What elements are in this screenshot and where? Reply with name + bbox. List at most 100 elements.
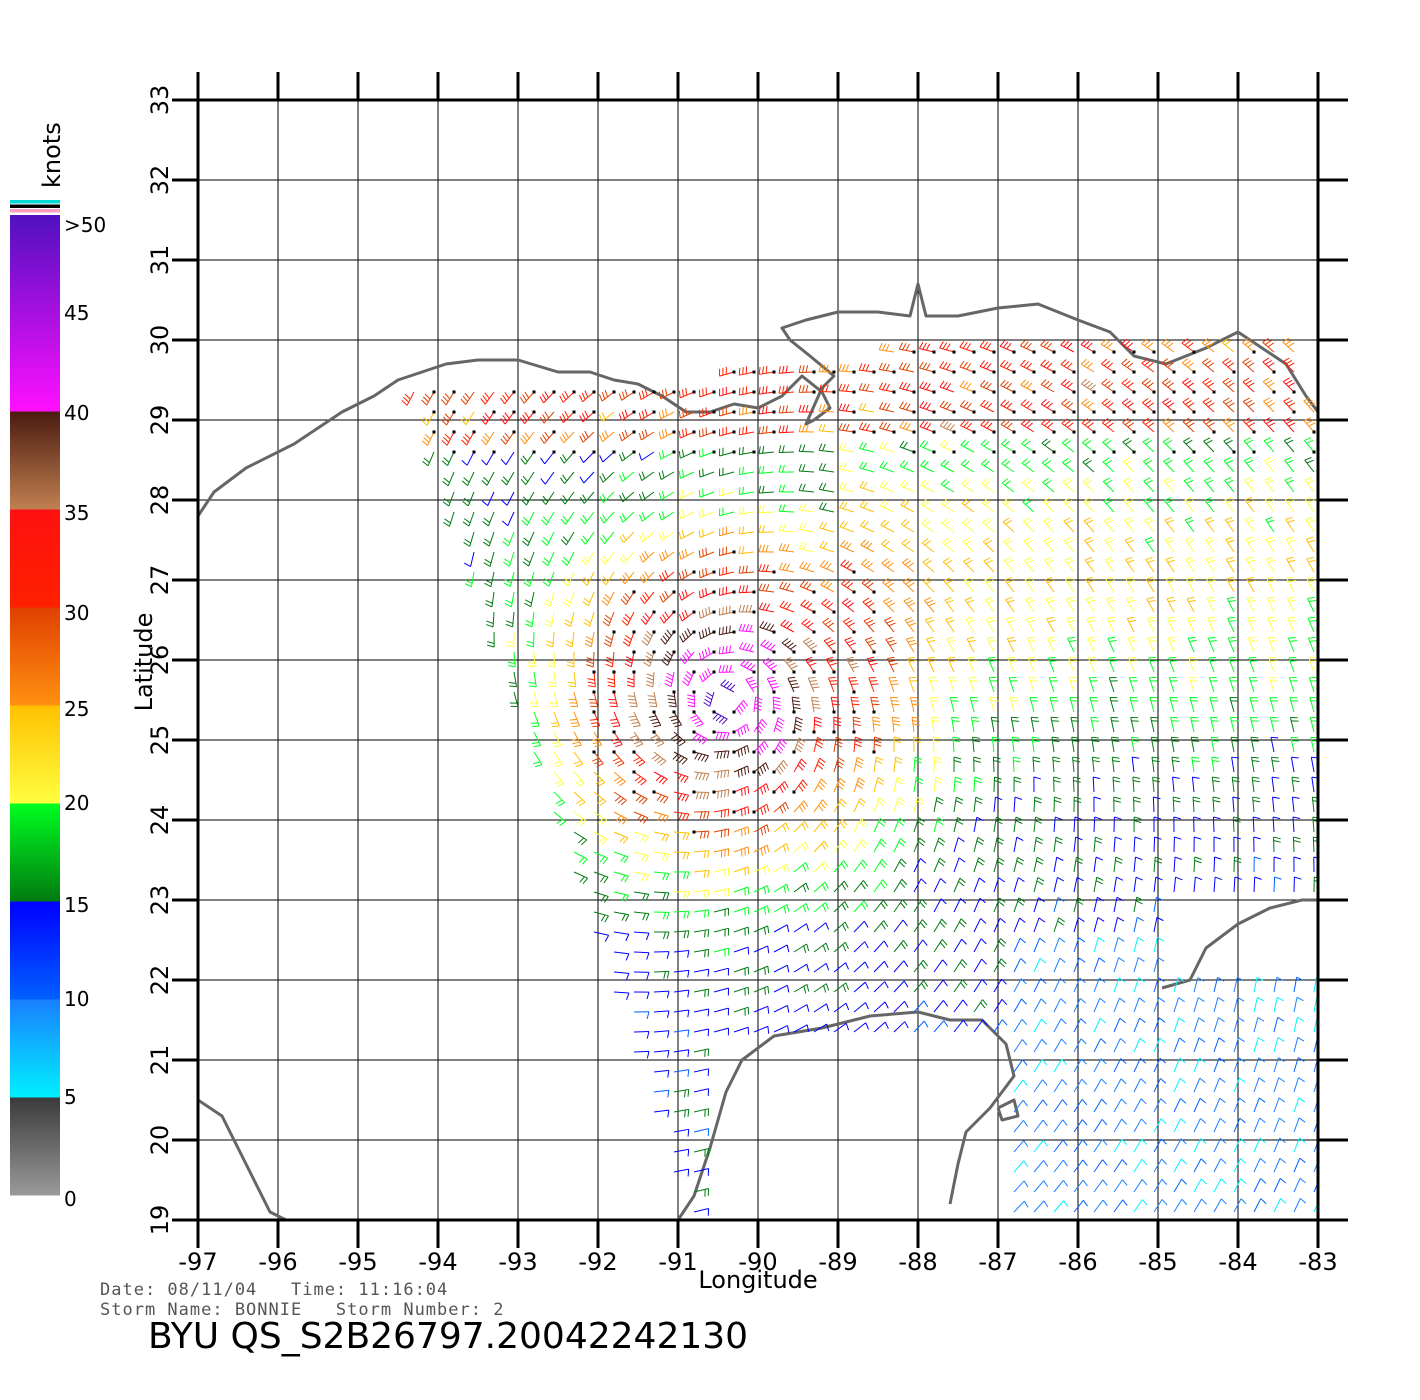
wind-barb [548, 671, 557, 688]
wind-barb [1153, 1178, 1168, 1193]
rain-flag-dot [772, 370, 776, 374]
wind-barb [1093, 1159, 1108, 1173]
wind-barb [1093, 836, 1103, 853]
wind-barb [1003, 557, 1015, 573]
wind-barb [1172, 776, 1180, 793]
rain-flag-dot [812, 590, 816, 594]
wind-barb [863, 617, 876, 633]
wind-barb [1033, 937, 1046, 953]
rain-flag-dot [552, 450, 556, 454]
wind-barb [959, 400, 976, 414]
wind-barb [1073, 1058, 1087, 1073]
wind-barb [673, 1029, 690, 1038]
wind-barb [853, 777, 866, 793]
wind-barb [603, 630, 616, 647]
wind-barb [825, 656, 837, 674]
wind-barb [873, 838, 887, 853]
wind-barb [678, 387, 696, 399]
wind-barb [713, 927, 730, 937]
wind-barb [1133, 1078, 1147, 1093]
rain-flag-dot [852, 650, 856, 654]
wind-barb [1148, 676, 1158, 693]
wind-barb [593, 771, 606, 787]
rain-flag-dot [512, 430, 516, 434]
wind-barb [559, 431, 575, 444]
wind-barb [1070, 716, 1079, 733]
x-tick-label: -87 [978, 1248, 1017, 1276]
wind-barb [1233, 1198, 1247, 1213]
rain-flag-dot [772, 690, 776, 694]
wind-barb [719, 467, 735, 477]
x-tick-label: -84 [1218, 1248, 1257, 1276]
rain-flag-dot [1052, 430, 1056, 434]
rain-flag-dot [652, 710, 656, 714]
wind-barb [738, 406, 756, 416]
wind-barb [988, 676, 998, 693]
wind-barb [1208, 676, 1218, 693]
wind-barb [993, 857, 1005, 873]
wind-barb [542, 551, 555, 567]
wind-barb [1082, 457, 1095, 473]
wind-barb [1231, 776, 1240, 793]
y-tick-label: 24 [146, 805, 174, 836]
rain-flag-dot [592, 410, 596, 414]
wind-barb [693, 1108, 710, 1117]
rain-flag-dot [652, 650, 656, 654]
wind-barb [858, 422, 876, 434]
wind-barb [989, 696, 999, 713]
wind-barb [1163, 457, 1175, 473]
wind-barb [952, 736, 961, 753]
wind-barb [853, 900, 869, 913]
wind-barb [1232, 816, 1241, 833]
wind-barb [673, 1088, 690, 1098]
wind-barb [1289, 697, 1299, 713]
wind-barb [953, 756, 962, 773]
y-tick-label: 30 [146, 325, 174, 356]
wind-barb [1245, 536, 1255, 553]
wind-barb [1033, 1200, 1049, 1213]
wind-barb [1053, 1099, 1068, 1113]
wind-barb [798, 424, 815, 433]
wind-barb [838, 462, 855, 473]
wind-barb [963, 577, 975, 593]
wind-barb [693, 909, 710, 918]
wind-barb [873, 879, 888, 893]
wind-barb [933, 1020, 949, 1033]
rain-flag-dot [652, 410, 656, 414]
wind-barb [1243, 457, 1255, 473]
wind-barb [1163, 497, 1175, 513]
wind-barb [1001, 458, 1015, 473]
wind-barb [1053, 1119, 1068, 1133]
wind-barb [879, 441, 895, 453]
wind-barb [658, 428, 676, 440]
x-tick-label: -97 [178, 1248, 217, 1276]
wind-barb [1202, 377, 1216, 394]
wind-barb [1125, 576, 1136, 593]
wind-barb [973, 938, 987, 953]
wind-barb [500, 390, 516, 405]
wind-barb [1213, 836, 1222, 853]
wind-barb [1062, 477, 1075, 493]
wind-barb [1102, 457, 1115, 473]
wind-barb [1092, 776, 1101, 793]
wind-barb [1173, 1037, 1186, 1053]
wind-barb [579, 450, 596, 463]
wind-barb [1087, 636, 1097, 653]
wind-barb [1052, 756, 1061, 773]
wind-barb [658, 388, 676, 400]
wind-barb [1113, 916, 1125, 933]
wind-barb [1173, 876, 1183, 893]
wind-barb [732, 785, 750, 797]
wind-barb [1043, 517, 1055, 533]
rain-flag-dot [732, 790, 736, 794]
colorbar-band [10, 803, 60, 902]
wind-barb [940, 439, 956, 454]
wind-barb [993, 958, 1007, 973]
wind-barb [818, 423, 835, 433]
wind-barb [1040, 359, 1056, 374]
wind-barb [678, 449, 696, 459]
wind-barb [1101, 418, 1115, 433]
wind-barb [593, 931, 610, 942]
wind-barb [719, 406, 736, 417]
wind-barb [733, 846, 750, 857]
